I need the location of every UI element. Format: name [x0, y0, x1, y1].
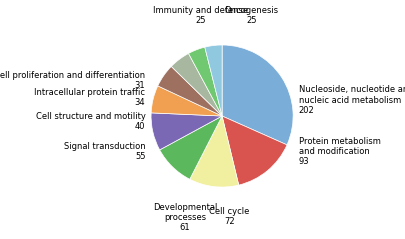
Text: Protein metabolism
and modification
93: Protein metabolism and modification 93	[299, 137, 381, 166]
Text: Developmental
processes
61: Developmental processes 61	[153, 203, 217, 233]
Text: Immunity and defense
25: Immunity and defense 25	[153, 6, 248, 25]
Wedge shape	[151, 86, 222, 116]
Text: Cell cycle
72: Cell cycle 72	[209, 207, 249, 226]
Wedge shape	[160, 116, 222, 179]
Text: Nucleoside, nucleotide and
nucleic acid metabolism
202: Nucleoside, nucleotide and nucleic acid …	[299, 86, 405, 115]
Wedge shape	[171, 54, 222, 116]
Text: Cell structure and motility
40: Cell structure and motility 40	[36, 112, 145, 131]
Text: Intracellular protein traffic
34: Intracellular protein traffic 34	[34, 88, 145, 107]
Text: Oncogenesis
25: Oncogenesis 25	[225, 6, 279, 25]
Wedge shape	[222, 45, 293, 145]
Wedge shape	[188, 47, 222, 116]
Text: Cell proliferation and differentiation
31: Cell proliferation and differentiation 3…	[0, 71, 145, 90]
Wedge shape	[222, 116, 287, 185]
Wedge shape	[158, 66, 222, 116]
Text: Signal transduction
55: Signal transduction 55	[64, 142, 145, 161]
Wedge shape	[190, 116, 239, 187]
Wedge shape	[151, 113, 222, 150]
Wedge shape	[205, 45, 222, 116]
